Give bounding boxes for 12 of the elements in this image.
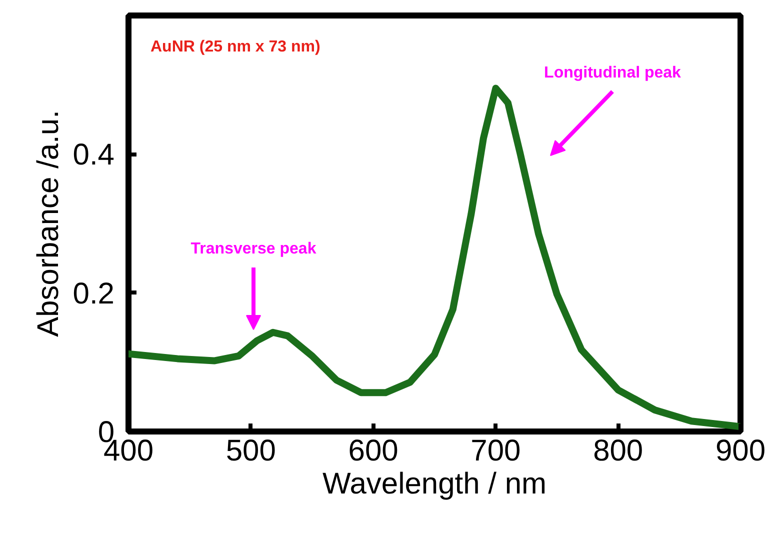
annotation: Transverse peak (190, 240, 316, 258)
x-axis-title: Wavelength / nm (322, 468, 547, 500)
x-tick-label: 900 (715, 434, 766, 468)
x-tick-label: 500 (226, 434, 276, 468)
x-tick-label: 800 (593, 434, 644, 468)
annotation: AuNR (25 nm x 73 nm) (150, 38, 320, 56)
x-tick-label: 600 (348, 434, 398, 468)
y-tick-label: 0.2 (72, 277, 115, 310)
x-tick-label: 700 (470, 434, 521, 468)
y-tick-label: 0.4 (72, 138, 115, 172)
y-axis-title: Absorbance /a.u. (32, 110, 65, 337)
annotation: Longitudinal peak (544, 64, 682, 82)
